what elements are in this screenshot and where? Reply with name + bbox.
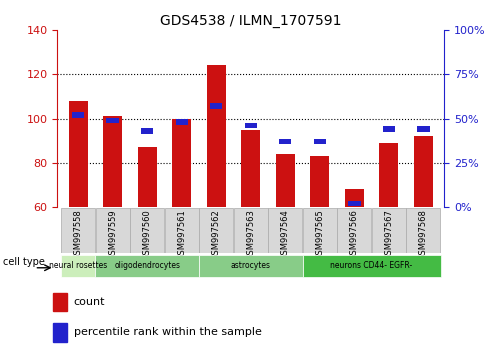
Text: neural rosettes: neural rosettes: [49, 261, 107, 270]
Text: astrocytes: astrocytes: [231, 261, 271, 270]
FancyBboxPatch shape: [268, 207, 302, 253]
Bar: [53, 293, 67, 312]
Bar: [279, 139, 291, 144]
Text: GSM997567: GSM997567: [384, 210, 393, 260]
Text: GSM997563: GSM997563: [246, 210, 255, 260]
Bar: [310, 156, 329, 207]
Bar: [53, 323, 67, 342]
Bar: [207, 65, 226, 207]
Bar: [314, 139, 326, 144]
Text: GSM997562: GSM997562: [212, 210, 221, 260]
FancyBboxPatch shape: [130, 207, 164, 253]
Bar: [72, 112, 84, 118]
Bar: [302, 255, 441, 277]
Text: GSM997561: GSM997561: [177, 210, 186, 260]
FancyBboxPatch shape: [96, 207, 130, 253]
Bar: [379, 143, 398, 207]
Text: cell type: cell type: [3, 257, 45, 267]
Text: neurons CD44- EGFR-: neurons CD44- EGFR-: [330, 261, 413, 270]
FancyBboxPatch shape: [165, 207, 199, 253]
Text: GSM997564: GSM997564: [281, 210, 290, 260]
FancyBboxPatch shape: [303, 207, 337, 253]
Bar: [103, 116, 122, 207]
Text: percentile rank within the sample: percentile rank within the sample: [73, 327, 261, 337]
Title: GDS4538 / ILMN_1707591: GDS4538 / ILMN_1707591: [160, 14, 341, 28]
Bar: [241, 130, 260, 207]
Text: GSM997568: GSM997568: [419, 210, 428, 260]
Bar: [138, 147, 157, 207]
Bar: [95, 255, 199, 277]
Text: GSM997565: GSM997565: [315, 210, 324, 260]
Bar: [172, 119, 191, 207]
FancyBboxPatch shape: [407, 207, 440, 253]
FancyBboxPatch shape: [372, 207, 406, 253]
Text: GSM997560: GSM997560: [143, 210, 152, 260]
Bar: [61, 255, 95, 277]
FancyBboxPatch shape: [61, 207, 95, 253]
Text: GSM997566: GSM997566: [350, 210, 359, 260]
Text: GSM997558: GSM997558: [73, 210, 83, 260]
Bar: [383, 126, 395, 132]
Bar: [417, 126, 430, 132]
Text: oligodendrocytes: oligodendrocytes: [114, 261, 180, 270]
Bar: [68, 101, 88, 207]
Bar: [345, 189, 364, 207]
Bar: [210, 103, 223, 109]
Bar: [276, 154, 295, 207]
Bar: [176, 119, 188, 125]
Bar: [348, 201, 360, 206]
FancyBboxPatch shape: [234, 207, 267, 253]
Text: GSM997559: GSM997559: [108, 210, 117, 260]
Bar: [141, 128, 153, 134]
Bar: [199, 255, 302, 277]
Bar: [245, 123, 257, 129]
Text: count: count: [73, 297, 105, 307]
Bar: [106, 118, 119, 123]
Bar: [414, 136, 433, 207]
FancyBboxPatch shape: [337, 207, 371, 253]
FancyBboxPatch shape: [199, 207, 233, 253]
